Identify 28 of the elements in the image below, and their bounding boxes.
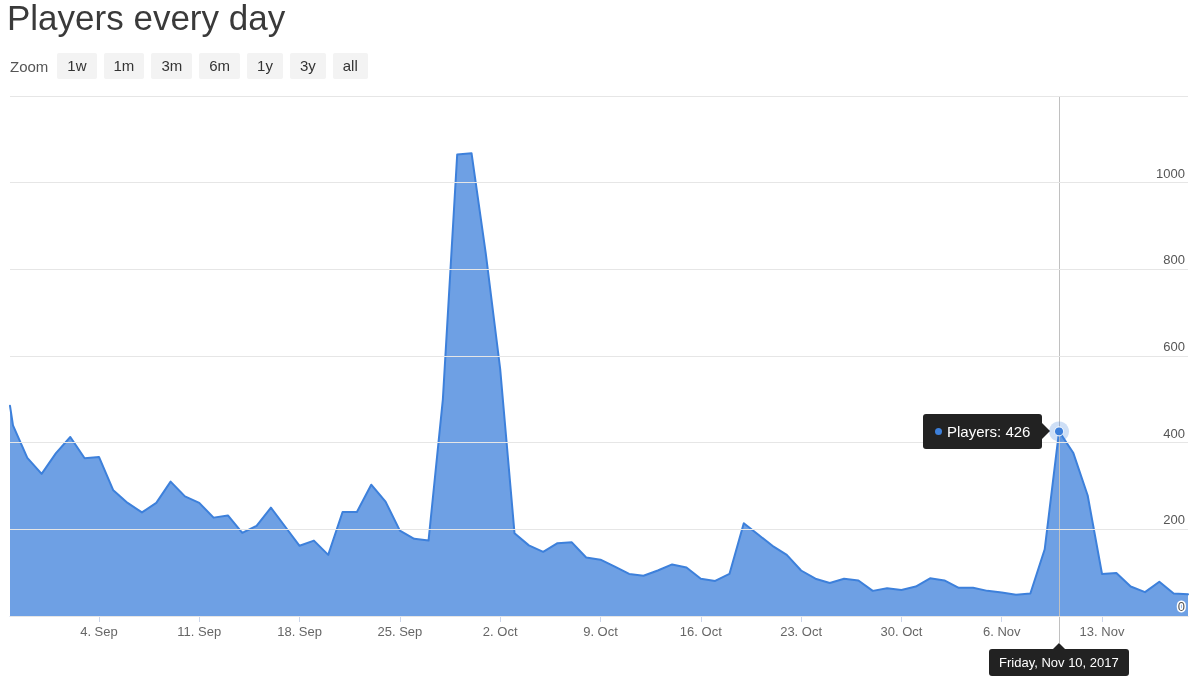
y-tick-label: 0 xyxy=(1177,599,1185,614)
text: 3m xyxy=(151,53,193,79)
ref-line-label: Friday, Nov 10, 2017 xyxy=(989,649,1129,676)
text: 6m xyxy=(199,53,241,79)
x-tick-label: 18. Sep xyxy=(277,624,322,639)
y-tick-label: 200 xyxy=(1163,512,1185,528)
y-tick-label: 800 xyxy=(1163,252,1185,268)
x-tick-label: 4. Sep xyxy=(80,624,118,639)
x-tick-label: 25. Sep xyxy=(377,624,423,639)
text: 3y xyxy=(289,53,326,79)
chart-title: Players every day xyxy=(7,0,286,38)
text: 1m xyxy=(103,53,145,79)
text: all xyxy=(332,53,368,79)
text: 1w xyxy=(57,53,97,79)
x-tick-label: 30. Oct xyxy=(880,624,923,639)
text: Zoom xyxy=(10,57,49,75)
x-tick-label: 9. Oct xyxy=(583,624,619,639)
x-tick-label: 23. Oct xyxy=(780,624,823,639)
x-tick-label: 16. Oct xyxy=(679,624,723,639)
x-tick-label: 6. Nov xyxy=(982,624,1021,639)
text: 1y xyxy=(247,53,283,79)
x-tick-label: 13. Nov xyxy=(1079,624,1125,639)
x-tick-label: 2. Oct xyxy=(482,624,518,639)
y-tick-label: 400 xyxy=(1163,425,1185,441)
x-tick-label: 11. Sep xyxy=(177,624,222,639)
y-tick-label: 600 xyxy=(1163,339,1185,354)
annotation: Players: 426 xyxy=(947,422,1031,440)
y-tick-label: 1000 xyxy=(1156,165,1185,181)
